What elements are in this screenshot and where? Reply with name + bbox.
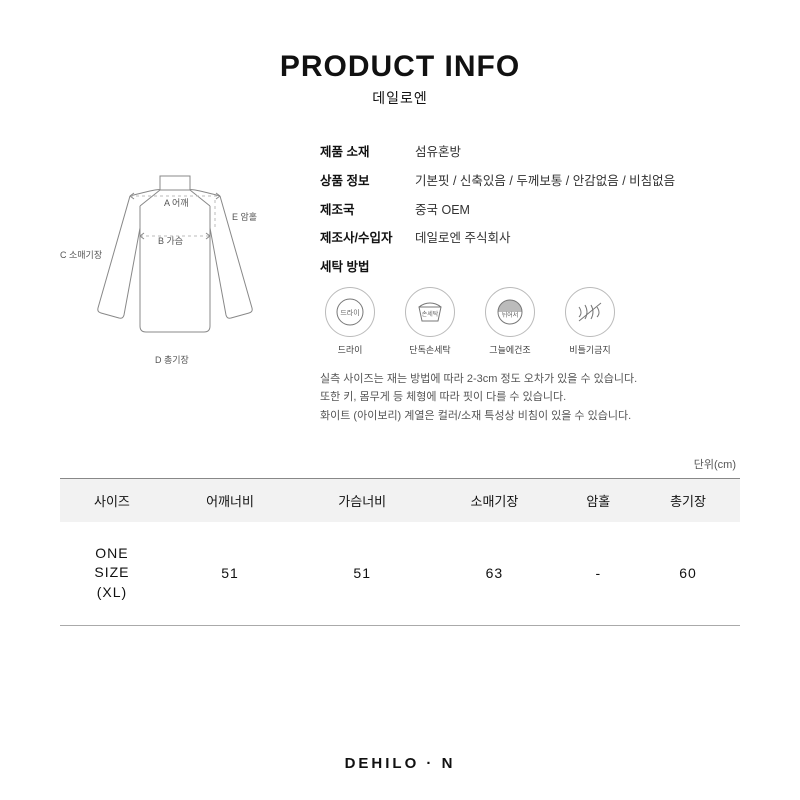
spec-value: 기본핏 / 신축있음 / 두께보통 / 안감없음 / 비침없음 — [415, 172, 740, 191]
care-label: 드라이 — [338, 343, 363, 356]
note-line: 화이트 (아이보리) 계열은 컬러/소재 특성상 비침이 있을 수 있습니다. — [320, 407, 740, 426]
size-table: 사이즈 어깨너비 가슴너비 소매기장 암홀 총기장 ONE SIZE (XL) … — [60, 478, 740, 626]
spec-row: 세탁 방법 — [320, 258, 740, 277]
table-row: ONE SIZE (XL) 51 51 63 - 60 — [60, 522, 740, 625]
care-item: 비틀기금지 — [560, 287, 620, 356]
diagram-label-c: C 소매기장 — [60, 248, 102, 261]
spec-value — [415, 258, 740, 277]
unit-label: 단위(cm) — [60, 456, 740, 472]
size-col-header: 암홀 — [561, 478, 637, 522]
note-line: 또한 키, 몸무게 등 체형에 따라 핏이 다를 수 있습니다. — [320, 388, 740, 407]
page-subtitle: 데일로엔 — [60, 88, 740, 108]
spec-label: 제품 소재 — [320, 143, 415, 162]
care-item: 손세탁 단독손세탁 — [400, 287, 460, 356]
size-cell: - — [561, 522, 637, 625]
spec-row: 제조사/수입자 데일로엔 주식회사 — [320, 229, 740, 248]
spec-label: 제조사/수입자 — [320, 229, 415, 248]
note-line: 실측 사이즈는 재는 방법에 따라 2-3cm 정도 오차가 있을 수 있습니다… — [320, 370, 740, 389]
care-item: 뉘어서 그늘에건조 — [480, 287, 540, 356]
size-col-header: 사이즈 — [60, 478, 164, 522]
hand-wash-icon: 손세탁 — [405, 287, 455, 337]
svg-text:손세탁: 손세탁 — [422, 310, 439, 318]
size-cell: 60 — [636, 522, 740, 625]
size-col-header: 가슴너비 — [296, 478, 428, 522]
care-label: 단독손세탁 — [409, 343, 450, 356]
spec-label: 제조국 — [320, 201, 415, 220]
size-cell: 63 — [428, 522, 560, 625]
care-label: 비틀기금지 — [569, 343, 610, 356]
spec-value: 섬유혼방 — [415, 143, 740, 162]
size-col-header: 총기장 — [636, 478, 740, 522]
care-icons: 드라이 드라이 손세탁 단독손세탁 뉘어서 그늘에건조 — [320, 287, 740, 356]
svg-text:드라이: 드라이 — [340, 308, 359, 317]
size-cell: ONE SIZE (XL) — [60, 522, 164, 625]
dry-clean-icon: 드라이 — [325, 287, 375, 337]
diagram-label-d: D 총기장 — [155, 353, 189, 366]
size-cell: 51 — [164, 522, 296, 625]
diagram-label-b: B 가슴 — [158, 234, 183, 247]
spec-value: 중국 OEM — [415, 201, 740, 220]
spec-label: 상품 정보 — [320, 172, 415, 191]
care-label: 그늘에건조 — [489, 343, 530, 356]
page-title: PRODUCT INFO — [60, 50, 740, 84]
diagram-label-e: E 암홀 — [232, 210, 257, 223]
spec-row: 상품 정보 기본핏 / 신축있음 / 두께보통 / 안감없음 / 비침없음 — [320, 172, 740, 191]
shade-dry-icon: 뉘어서 — [485, 287, 535, 337]
spec-row: 제품 소재 섬유혼방 — [320, 143, 740, 162]
brand-footer: DEHILO · N — [0, 755, 800, 772]
size-col-header: 어깨너비 — [164, 478, 296, 522]
care-item: 드라이 드라이 — [320, 287, 380, 356]
svg-text:뉘어서: 뉘어서 — [502, 311, 519, 319]
measurement-notes: 실측 사이즈는 재는 방법에 따라 2-3cm 정도 오차가 있을 수 있습니다… — [320, 370, 740, 426]
measurement-diagram: A 어깨 B 가슴 C 소매기장 D 총기장 E 암홀 — [60, 138, 280, 426]
spec-value: 데일로엔 주식회사 — [415, 229, 740, 248]
no-wring-icon — [565, 287, 615, 337]
spec-label: 세탁 방법 — [320, 258, 415, 277]
spec-row: 제조국 중국 OEM — [320, 201, 740, 220]
diagram-label-a: A 어깨 — [164, 196, 189, 209]
size-col-header: 소매기장 — [428, 478, 560, 522]
size-cell: 51 — [296, 522, 428, 625]
